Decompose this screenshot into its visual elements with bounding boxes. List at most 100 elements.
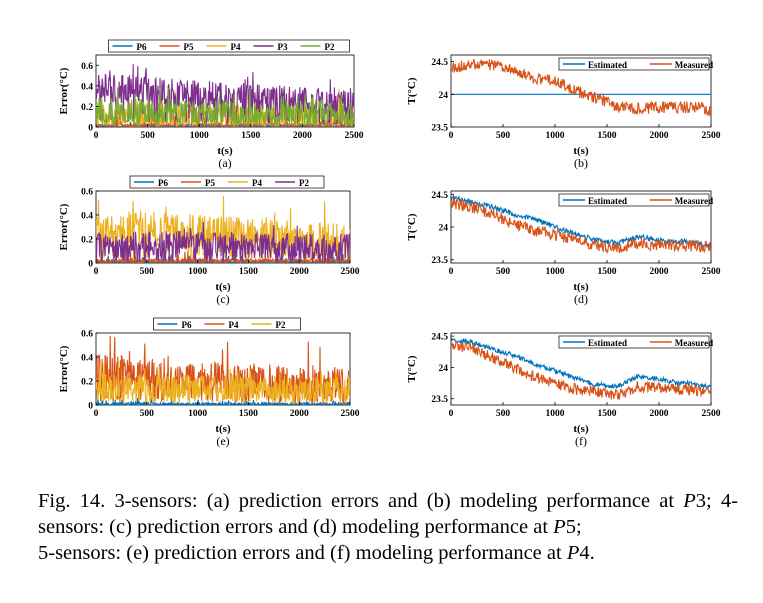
x-tick-label: 1000 <box>546 131 565 141</box>
x-tick-label: 2500 <box>702 131 721 141</box>
x-tick-label: 2000 <box>650 409 669 419</box>
x-tick-label: 1000 <box>188 267 207 277</box>
y-tick-label: 0.2 <box>81 236 93 246</box>
x-tick-label: 2000 <box>293 131 312 141</box>
legend-label-p3: P3 <box>278 42 288 52</box>
legend-label-measured: Measured <box>675 196 713 206</box>
y-axis-label: Error(°C) <box>58 67 70 114</box>
series-group <box>451 58 711 117</box>
x-tick-label: 2500 <box>341 267 360 277</box>
panel-label: (c) <box>216 292 229 306</box>
y-axis-label: Error(°C) <box>58 345 70 392</box>
series-group <box>96 64 354 127</box>
x-tick-label: 2000 <box>650 131 669 141</box>
series-measured <box>451 340 711 400</box>
legend-label-p4: P4 <box>231 42 241 52</box>
x-tick-label: 2500 <box>702 267 721 277</box>
y-tick-label: 0.4 <box>81 82 93 92</box>
x-tick-label: 1500 <box>239 409 258 419</box>
panel-label: (b) <box>574 156 588 170</box>
y-tick-label: 24 <box>439 91 449 101</box>
series-p2 <box>96 87 354 127</box>
y-tick-label: 0.6 <box>81 188 93 198</box>
legend-label-p5: P5 <box>184 42 194 52</box>
series-group <box>96 195 350 263</box>
legend: P6 P5 P4 P3 P2 <box>108 39 350 53</box>
x-tick-label: 500 <box>140 131 155 141</box>
figure-14: 0 500 1000 1500 2000 2500 0 0.2 0.4 0.6 t(s) Error(… <box>58 39 721 448</box>
panel-a: 0 500 1000 1500 2000 2500 0 0.2 0.4 0.6 t(s) Error(… <box>58 39 364 170</box>
legend-label-estimated: Estimated <box>588 196 627 206</box>
x-tick-label: 1500 <box>598 409 617 419</box>
x-axis-label: t(s) <box>573 281 589 293</box>
y-tick-label: 0.2 <box>81 103 93 113</box>
y-tick-label: 0 <box>88 260 93 270</box>
y-axis-label: Error(°C) <box>58 203 70 250</box>
x-tick-label: 2000 <box>290 409 309 419</box>
series-group <box>451 194 711 254</box>
series-p2 <box>96 361 350 405</box>
x-tick-label: 1500 <box>239 267 258 277</box>
legend-box <box>558 57 710 71</box>
x-tick-label: 500 <box>140 267 155 277</box>
x-tick-label: 0 <box>449 409 454 419</box>
legend-label-p6: P6 <box>158 178 168 188</box>
x-tick-label: 500 <box>496 409 511 419</box>
y-axis-label: T(°C) <box>406 77 418 104</box>
x-axis-label: t(s) <box>215 423 231 435</box>
x-tick-label: 1000 <box>546 267 565 277</box>
legend-label-measured: Measured <box>675 338 713 348</box>
panel-c: 0 500 1000 1500 2000 2500 0 0.2 0.4 0.6 t(s) Error(… <box>58 175 360 306</box>
y-axis-label: T(°C) <box>406 355 418 382</box>
x-axis-label: t(s) <box>573 145 589 157</box>
y-tick-label: 24.5 <box>431 58 448 68</box>
x-axis-label: t(s) <box>217 145 233 157</box>
y-tick-label: 0.4 <box>81 212 93 222</box>
x-tick-label: 1500 <box>241 131 260 141</box>
legend-label-p2: P2 <box>276 320 286 330</box>
legend: Estimated Measured <box>558 335 713 349</box>
legend-label-estimated: Estimated <box>588 338 627 348</box>
x-tick-label: 1500 <box>598 131 617 141</box>
legend-label-p6: P6 <box>182 320 192 330</box>
y-tick-label: 0.2 <box>81 378 93 388</box>
y-tick-label: 24.5 <box>431 191 448 201</box>
x-tick-label: 1000 <box>546 409 565 419</box>
x-tick-label: 1500 <box>598 267 617 277</box>
series-estimated <box>451 337 711 390</box>
figure-caption: Fig. 14. 3-sensors: (a) prediction error… <box>38 490 738 564</box>
x-tick-label: 2500 <box>345 131 364 141</box>
legend-label-p2: P2 <box>325 42 335 52</box>
y-tick-label: 0.6 <box>81 62 93 72</box>
x-tick-label: 2500 <box>702 409 721 419</box>
legend: P6 P5 P4 P2 <box>129 175 325 189</box>
legend: P6 P4 P2 <box>153 317 301 331</box>
y-tick-label: 24 <box>439 364 449 374</box>
panel-label: (a) <box>218 156 231 170</box>
panel-label: (e) <box>216 434 229 448</box>
legend-box <box>129 175 325 189</box>
x-tick-label: 0 <box>94 409 99 419</box>
y-tick-label: 0 <box>88 124 93 134</box>
panel-label: (d) <box>574 292 588 306</box>
x-tick-label: 500 <box>496 267 511 277</box>
legend-box <box>558 335 710 349</box>
panel-b: 0 500 1000 1500 2000 2500 23.5 24 24.5 t(s) T(°C) (… <box>406 54 721 170</box>
legend-label-estimated: Estimated <box>588 60 627 70</box>
panel-e: 0 500 1000 1500 2000 2500 0 0.2 0.4 0.6 t(s) Error(… <box>58 317 360 448</box>
x-tick-label: 500 <box>496 131 511 141</box>
x-tick-label: 0 <box>449 131 454 141</box>
legend-label-p2: P2 <box>299 178 309 188</box>
y-tick-label: 0.6 <box>81 330 93 340</box>
x-axis-label: t(s) <box>215 281 231 293</box>
legend-label-p6: P6 <box>137 42 147 52</box>
series-measured <box>451 197 711 254</box>
x-tick-label: 0 <box>94 267 99 277</box>
x-tick-label: 1000 <box>190 131 209 141</box>
y-tick-label: 23.5 <box>431 256 448 266</box>
y-tick-label: 24.5 <box>431 333 448 343</box>
panel-d: 0 500 1000 1500 2000 2500 23.5 24 24.5 t(s) T(°C) (… <box>406 190 721 306</box>
legend: Estimated Measured <box>558 193 713 207</box>
legend: Estimated Measured <box>558 57 713 71</box>
x-tick-label: 500 <box>140 409 155 419</box>
